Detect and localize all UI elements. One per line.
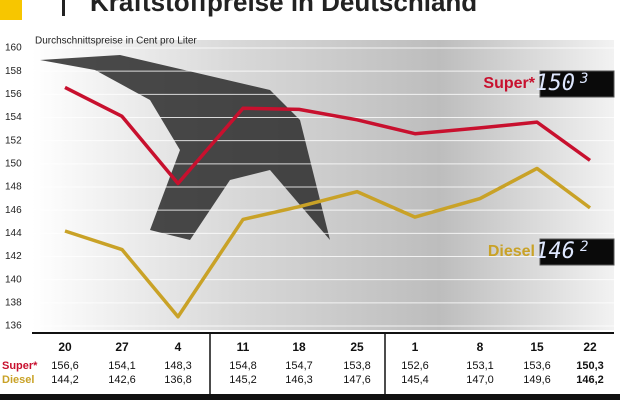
value-label: 147,0 <box>466 374 494 386</box>
value-label: 153,6 <box>523 360 551 372</box>
value-label: 150,3 <box>576 360 604 372</box>
value-label: 153,1 <box>466 360 494 372</box>
y-tick-label: 158 <box>5 66 22 77</box>
x-tick-label: 22 <box>583 340 597 354</box>
y-tick-label: 148 <box>5 182 22 193</box>
x-tick-label: 20 <box>58 340 72 354</box>
value-label: 153,8 <box>343 360 371 372</box>
legend-label: Super* <box>483 75 535 92</box>
y-tick-label: 156 <box>5 89 22 100</box>
y-tick-label: 144 <box>5 228 22 239</box>
series-line <box>64 85 592 186</box>
row-label: Super* <box>2 360 38 372</box>
y-tick-label: 154 <box>5 112 22 123</box>
footer-bar <box>0 394 620 400</box>
row-label: Diesel <box>2 374 34 386</box>
axis-label: Durchschnittspreise in Cent pro Liter <box>35 36 197 47</box>
lcd-main: 146 <box>535 239 575 264</box>
y-tick-label: 142 <box>5 251 22 262</box>
chart-title: Kraftstoffpreise in Deutschland <box>90 0 477 17</box>
value-label: 147,6 <box>343 374 371 386</box>
x-tick-label: 1 <box>412 340 419 354</box>
value-label: 146,3 <box>285 374 313 386</box>
lcd-sup: 2 <box>580 239 588 255</box>
x-tick-label: 27 <box>115 340 129 354</box>
title-divider <box>62 0 65 16</box>
value-label: 144,2 <box>51 374 79 386</box>
lcd-main: 150 <box>535 71 575 96</box>
value-label: 145,2 <box>229 374 257 386</box>
lcd-sup: 3 <box>579 71 588 87</box>
x-tick-label: 18 <box>292 340 306 354</box>
y-tick-label: 146 <box>5 205 22 216</box>
x-tick-label: 25 <box>350 340 364 354</box>
value-label: 145,4 <box>401 374 429 386</box>
y-tick-label: 140 <box>5 274 22 285</box>
y-tick-label: 152 <box>5 135 22 146</box>
value-label: 142,6 <box>108 374 136 386</box>
value-label: 146,2 <box>576 374 604 386</box>
logo-square <box>0 0 22 20</box>
nozzle-illustration <box>40 55 330 240</box>
x-tick-label: 8 <box>477 340 484 354</box>
y-tick-label: 160 <box>5 43 22 54</box>
value-label: 136,8 <box>164 374 192 386</box>
value-label: 156,6 <box>51 360 79 372</box>
value-label: 154,1 <box>108 360 136 372</box>
y-tick-label: 136 <box>5 321 22 332</box>
y-tick-label: 150 <box>5 158 22 169</box>
value-label: 149,6 <box>523 374 551 386</box>
lcd-display <box>539 238 615 266</box>
value-label: 154,7 <box>285 360 313 372</box>
legend-label: Diesel <box>488 243 535 260</box>
x-tick-label: 15 <box>530 340 544 354</box>
y-tick-label: 138 <box>5 297 22 308</box>
series-line <box>64 166 592 319</box>
x-tick-label: 4 <box>175 340 182 354</box>
value-label: 148,3 <box>164 360 192 372</box>
x-tick-label: 11 <box>237 340 250 354</box>
value-label: 154,8 <box>229 360 257 372</box>
lcd-display <box>539 70 615 98</box>
value-label: 152,6 <box>401 360 429 372</box>
